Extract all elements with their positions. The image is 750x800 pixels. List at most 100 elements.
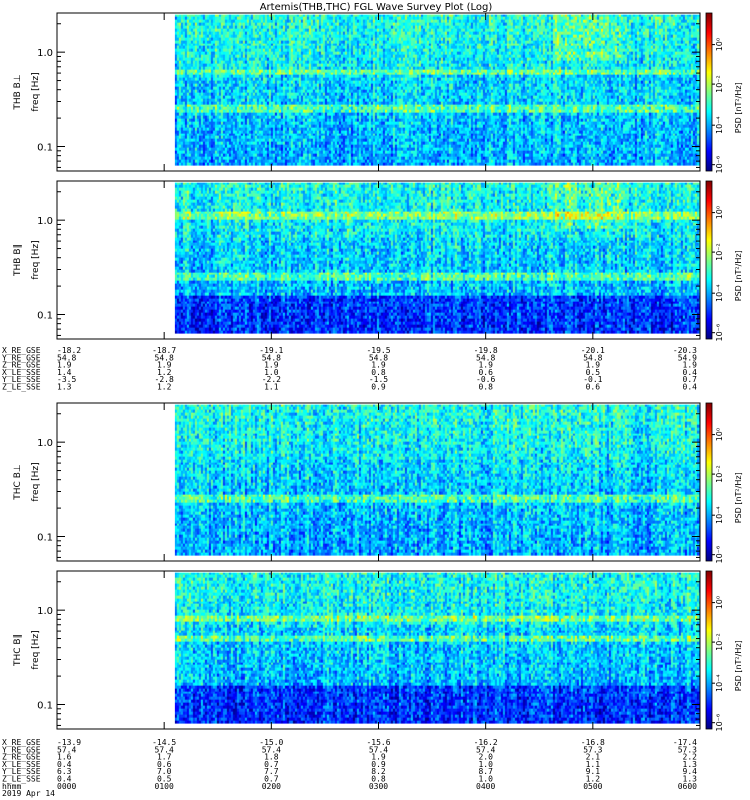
ephemeris-value: 0100 <box>155 782 174 791</box>
ephemeris-row-label: Z_LE_SSE <box>2 383 41 392</box>
spectrogram-panels: 1.0 0.1 THB B⊥ freq [Hz] 10⁰ 10⁻² 10⁻⁴ 10⁻⁶ PSD … <box>13 12 743 732</box>
ephemeris-value: 57.3 <box>678 745 697 754</box>
ephemeris-value: -18.7 <box>152 346 176 355</box>
ephemeris-value: 1.9 <box>157 361 172 370</box>
ephemeris-value: 57.4 <box>262 745 281 754</box>
ephemeris-value: 1.2 <box>157 383 172 392</box>
colorbar-tick-label: 10⁻⁶ <box>715 156 724 174</box>
ephemeris-value: -16.8 <box>581 738 605 747</box>
colorbar-tick-label: 10⁻² <box>715 633 724 651</box>
colorbar-tick-label: 10⁻⁴ <box>715 674 724 692</box>
ephemeris-value: 0.4 <box>683 368 698 377</box>
ephemeris-value: 0.5 <box>586 368 601 377</box>
ephemeris-value: 0400 <box>476 782 495 791</box>
ephemeris-value: -19.5 <box>366 346 390 355</box>
panel-ylabel: freq [Hz] <box>31 630 41 669</box>
ephemeris-value: 0.7 <box>264 775 279 784</box>
ephemeris-value: 54.8 <box>155 353 174 362</box>
date-label: 2019 Apr 14 <box>2 789 55 798</box>
ephemeris-row-label: Y_LE_SSE <box>2 767 41 776</box>
ephemeris-value: 0.9 <box>371 383 386 392</box>
colorbar-tick-label: 10⁰ <box>715 428 724 441</box>
colorbar-tick-label: 10⁻² <box>715 243 724 261</box>
ephemeris-row-label: Y_RE_GSE <box>2 353 41 362</box>
spectrogram-panel-1: 1.0 0.1 THB B⊥ freq [Hz] 10⁰ 10⁻² 10⁻⁴ 10⁻⁶ PSD … <box>13 12 743 174</box>
y-tick-label: 1.0 <box>37 48 53 59</box>
ephemeris-value: -14.5 <box>152 738 176 747</box>
y-tick-label: 0.1 <box>37 143 53 154</box>
ephemeris-row-label: Z_RE_GSE <box>2 361 41 370</box>
ephemeris-value: 54.8 <box>369 353 388 362</box>
ephemeris-value: 57.4 <box>369 745 388 754</box>
ephemeris-value: 6.3 <box>57 767 72 776</box>
ephemeris-value: 2.0 <box>478 753 493 762</box>
ephemeris-value: 0.6 <box>157 760 172 769</box>
ephemeris-value: 0000 <box>57 782 76 791</box>
ephemeris-value: 54.8 <box>476 353 495 362</box>
ephemeris-value: 54.8 <box>57 353 76 362</box>
ephemeris-value: 0.8 <box>371 775 386 784</box>
spectrogram-panel-2: 1.0 0.1 THB B∥ freq [Hz] 10⁰ 10⁻² 10⁻⁴ 10⁻⁶ PSD … <box>13 180 743 342</box>
ephemeris-value: 1.0 <box>478 760 493 769</box>
ephemeris-row-label: Y_RE_GSE <box>2 745 41 754</box>
thb-ephemeris-table: X_RE_GSE -18.2 -18.7 -19.1 -19.5 -19.8 -20.1 -2… <box>2 346 697 392</box>
ephemeris-value: -19.1 <box>259 346 283 355</box>
ephemeris-value: 1.9 <box>683 361 698 370</box>
colorbar-tick-label: 10⁰ <box>715 206 724 219</box>
panel-ylabel: freq [Hz] <box>31 240 41 279</box>
colorbar-tick-label: 10⁻⁶ <box>715 324 724 342</box>
ephemeris-value: 1.3 <box>57 383 72 392</box>
panel-component-label: THB B∥ <box>13 244 23 277</box>
ephemeris-row-label: X_LE_SSE <box>2 760 41 769</box>
colorbar <box>705 180 713 340</box>
ephemeris-value: 1.9 <box>371 361 386 370</box>
ephemeris-value: 0.8 <box>478 383 493 392</box>
ephemeris-value: 1.7 <box>157 753 172 762</box>
ephemeris-value: -17.4 <box>673 738 697 747</box>
ephemeris-value: 0.4 <box>57 775 72 784</box>
colorbar-tick-label: 10⁻⁴ <box>715 116 724 134</box>
ephemeris-value: 0.8 <box>371 368 386 377</box>
ephemeris-value: -16.2 <box>474 738 498 747</box>
ephemeris-value: 9.4 <box>683 767 698 776</box>
colorbar-tick-label: 10⁻⁴ <box>715 506 724 524</box>
colorbar-label: PSD [nT²/Hz] <box>734 82 743 133</box>
ephemeris-value: 57.4 <box>476 745 495 754</box>
ephemeris-value: 0200 <box>262 782 281 791</box>
colorbar-tick-label: 10⁰ <box>715 596 724 609</box>
ephemeris-value: 54.8 <box>583 353 602 362</box>
ephemeris-row-label: X_RE_GSE <box>2 738 41 747</box>
ephemeris-value: 8.2 <box>371 767 386 776</box>
ephemeris-value: 0.7 <box>264 760 279 769</box>
y-tick-label: 0.1 <box>37 311 53 322</box>
ephemeris-value: 57.4 <box>57 745 76 754</box>
ephemeris-value: 1.8 <box>264 753 279 762</box>
panel-component-label: THC B∥ <box>13 634 23 667</box>
ephemeris-value: -3.5 <box>57 375 76 384</box>
spectrogram-image <box>174 572 700 724</box>
ephemeris-value: 0.6 <box>586 383 601 392</box>
colorbar <box>705 12 713 172</box>
spectrogram-image <box>174 182 700 334</box>
ephemeris-value: 1.9 <box>57 361 72 370</box>
spectrogram-image <box>174 404 700 556</box>
spectrogram-panel-3: 1.0 0.1 THC B⊥ freq [Hz] 10⁰ 10⁻² 10⁻⁴ 10⁻⁶ PSD … <box>13 402 743 563</box>
ephemeris-value: -0.6 <box>476 375 495 384</box>
ephemeris-value: 1.9 <box>586 361 601 370</box>
ephemeris-value: 0.5 <box>157 775 172 784</box>
ephemeris-value: 2.1 <box>586 753 601 762</box>
colorbar-tick-label: 10⁰ <box>715 38 724 51</box>
ephemeris-value: -18.2 <box>57 346 81 355</box>
ephemeris-value: 1.6 <box>57 753 72 762</box>
panel-ylabel: freq [Hz] <box>31 72 41 111</box>
ephemeris-value: 1.9 <box>264 361 279 370</box>
ephemeris-value: -19.8 <box>474 346 498 355</box>
ephemeris-value: 57.4 <box>155 745 174 754</box>
ephemeris-value: -2.8 <box>155 375 174 384</box>
panel-component-label: THC B⊥ <box>13 464 23 501</box>
ephemeris-value: -15.6 <box>366 738 390 747</box>
ephemeris-row-label: Z_LE_SSE <box>2 775 41 784</box>
y-tick-label: 0.1 <box>37 701 53 712</box>
colorbar-tick-label: 10⁻⁶ <box>715 714 724 732</box>
